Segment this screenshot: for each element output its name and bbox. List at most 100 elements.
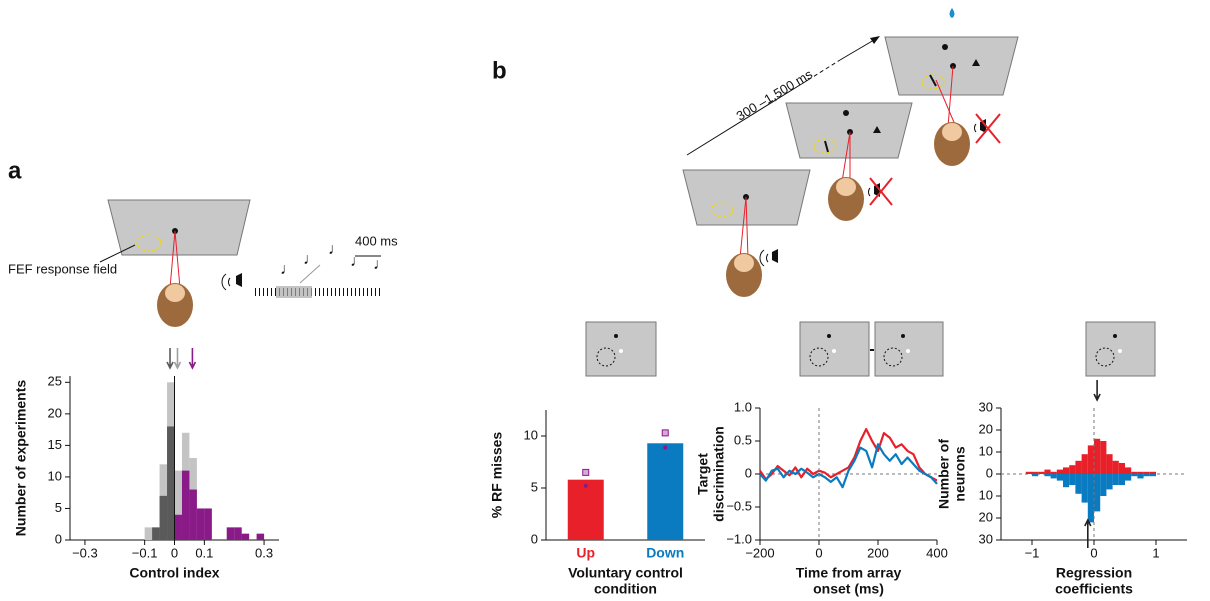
histogram-bar [1094, 474, 1101, 512]
svg-text:♩: ♩ [328, 241, 344, 258]
histogram-bar [1044, 474, 1051, 477]
x-tick-label: 0.3 [255, 545, 273, 560]
histogram-bar [1056, 474, 1063, 481]
y-tick-label: 0 [745, 465, 752, 480]
y-axis-title: neurons [952, 446, 968, 501]
y-tick-label: 25 [48, 374, 62, 389]
arrow [1093, 380, 1101, 402]
x-axis-title: Regression [1056, 565, 1132, 581]
histogram-bar [1131, 474, 1138, 477]
histogram-bar [1044, 469, 1051, 474]
y-tick-label: 10 [979, 487, 993, 502]
x-tick-label: 0 [1090, 545, 1097, 560]
y-axis-title: Number of [936, 439, 952, 509]
x-tick-label: −0.1 [132, 545, 158, 560]
x-tick-label: 0 [171, 545, 178, 560]
histogram-bar [1149, 474, 1156, 477]
histogram-bar [1038, 471, 1045, 474]
y-tick-label: 0 [531, 531, 538, 546]
line-series [759, 428, 938, 482]
x-axis-title: Voluntary control [568, 565, 683, 581]
svg-text:♩: ♩ [373, 256, 389, 273]
square-marker [582, 468, 590, 476]
x-tick-label: 400 [926, 545, 948, 560]
histogram-bar [1050, 471, 1057, 474]
x-tick-label: Up [576, 545, 595, 561]
y-tick-label: 30 [979, 399, 993, 414]
histogram-bar [1075, 474, 1082, 494]
y-tick-label: 1.0 [734, 399, 752, 414]
histogram-bar [1094, 438, 1101, 474]
y-tick-label: 10 [48, 468, 62, 483]
svg-text:♩: ♩ [280, 261, 296, 278]
arrow [188, 348, 197, 370]
histogram-bar [174, 514, 182, 540]
diagram: FEF response field 400 ms ♩♩♩♩ ♩ a b 300 … [8, 8, 1156, 377]
histogram-bar [1087, 474, 1094, 523]
x-tick-label: 200 [867, 545, 889, 560]
bar [647, 443, 684, 540]
histogram-bar [1100, 441, 1107, 474]
histogram-bar [1149, 471, 1156, 474]
x-axis-title: condition [594, 581, 657, 597]
y-tick-label: 30 [979, 531, 993, 546]
y-tick-label: 20 [979, 509, 993, 524]
histogram-bar [1137, 474, 1144, 479]
histogram-bar [1143, 474, 1150, 477]
arrow [1084, 518, 1092, 548]
bar [567, 479, 604, 540]
x-axis-title: coefficients [1055, 581, 1133, 597]
histogram-bar [226, 527, 235, 540]
histogram-bar [159, 495, 168, 540]
y-tick-label: 5 [55, 500, 62, 515]
arrow [173, 348, 182, 370]
y-tick-label: −1.0 [726, 531, 752, 546]
y-axis-title: Target [695, 453, 711, 495]
histogram-bar [1112, 460, 1119, 474]
y-tick-label: 20 [979, 421, 993, 436]
square-marker [661, 429, 669, 437]
histogram-bar [1050, 474, 1057, 479]
histogram-bar [1056, 469, 1063, 474]
histogram-bar [1143, 471, 1150, 474]
histogram-bar [1112, 474, 1119, 485]
y-tick-label: 0.5 [734, 432, 752, 447]
histogram-bar [189, 489, 197, 540]
x-tick-label: −1 [1025, 545, 1040, 560]
x-axis-title: Time from array [796, 565, 902, 581]
x-axis-title: onset (ms) [813, 581, 884, 597]
y-tick-label: −0.5 [726, 498, 752, 513]
arrow [166, 348, 174, 370]
histogram-bar [1125, 474, 1132, 481]
x-tick-label: −200 [745, 545, 774, 560]
histogram-bar [1069, 474, 1076, 485]
histogram-bar [1069, 465, 1076, 474]
histogram-bar [241, 533, 250, 540]
x-tick-label: 0.1 [195, 545, 213, 560]
y-axis-title: discrimination [711, 426, 727, 522]
x-axis-title: Control index [129, 565, 219, 581]
y-tick-label: 20 [48, 405, 62, 420]
histogram-bar [167, 426, 175, 540]
scale-label: 400 ms [355, 233, 398, 248]
histogram-bar [1025, 471, 1032, 474]
histogram-bar [1081, 454, 1088, 474]
histogram-bar [1081, 474, 1088, 503]
y-tick-label: 10 [979, 443, 993, 458]
histogram-bar [1032, 474, 1039, 477]
histogram-bar [1100, 474, 1107, 496]
x-tick-label: Down [646, 545, 684, 561]
histogram-bar [1075, 460, 1082, 474]
histogram-bar [234, 527, 242, 540]
y-axis-title: Number of experiments [13, 380, 29, 537]
y-tick-label: 15 [48, 437, 62, 452]
histogram-bar [1106, 454, 1113, 474]
y-tick-label: 5 [531, 479, 538, 494]
y-axis-title: % RF misses [489, 432, 505, 519]
histogram-bar [196, 508, 205, 540]
histogram-bar [1118, 474, 1125, 485]
histogram-bar [1032, 471, 1039, 474]
histogram-bar [1118, 463, 1125, 474]
histogram-bar [204, 508, 212, 540]
histogram-bar [181, 470, 190, 540]
